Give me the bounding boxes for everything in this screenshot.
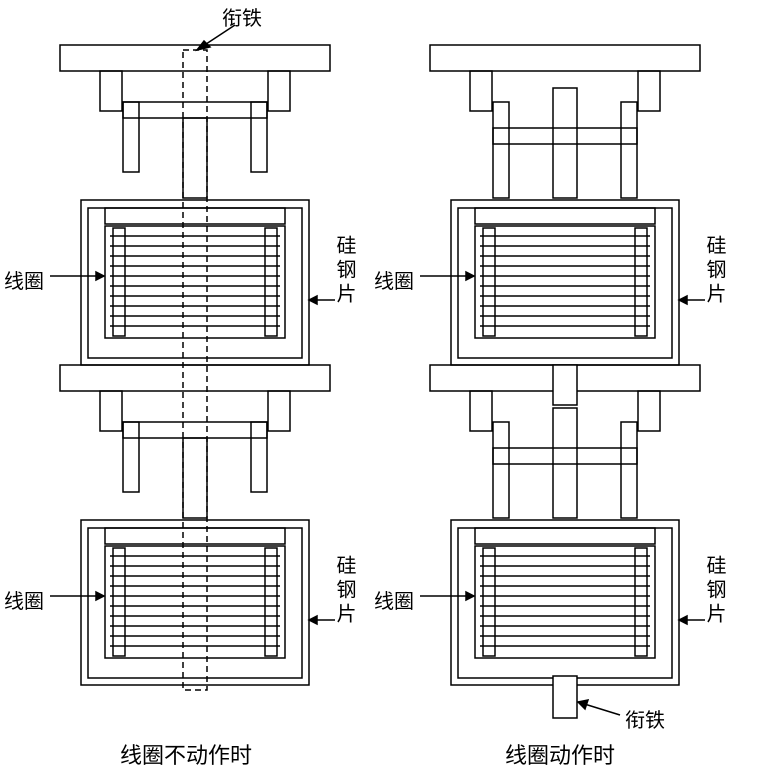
silicon-label-left-lower: 硅钢片 xyxy=(330,555,359,627)
coil-label-left-upper: 线圈 xyxy=(4,265,44,294)
armature-label-top: 衔铁 xyxy=(222,2,262,31)
left-diagram xyxy=(0,0,769,772)
silicon-label-right-lower: 硅钢片 xyxy=(700,555,729,627)
armature-label-bottom: 衔铁 xyxy=(625,704,665,733)
coil-label-left-lower: 线圈 xyxy=(4,585,44,614)
silicon-label-left-upper: 硅钢片 xyxy=(330,235,359,307)
caption-left: 线圈不动作时 xyxy=(120,738,252,770)
coil-label-right-upper: 线圈 xyxy=(374,265,414,294)
coil-label-right-lower: 线圈 xyxy=(374,585,414,614)
diagram-container: 衔铁 线圈 硅钢片 线圈 硅钢片 线圈 硅钢片 线圈 硅钢片 衔铁 线圈不动作时… xyxy=(0,0,769,772)
silicon-label-right-upper: 硅钢片 xyxy=(700,235,729,307)
caption-right: 线圈动作时 xyxy=(505,738,615,770)
